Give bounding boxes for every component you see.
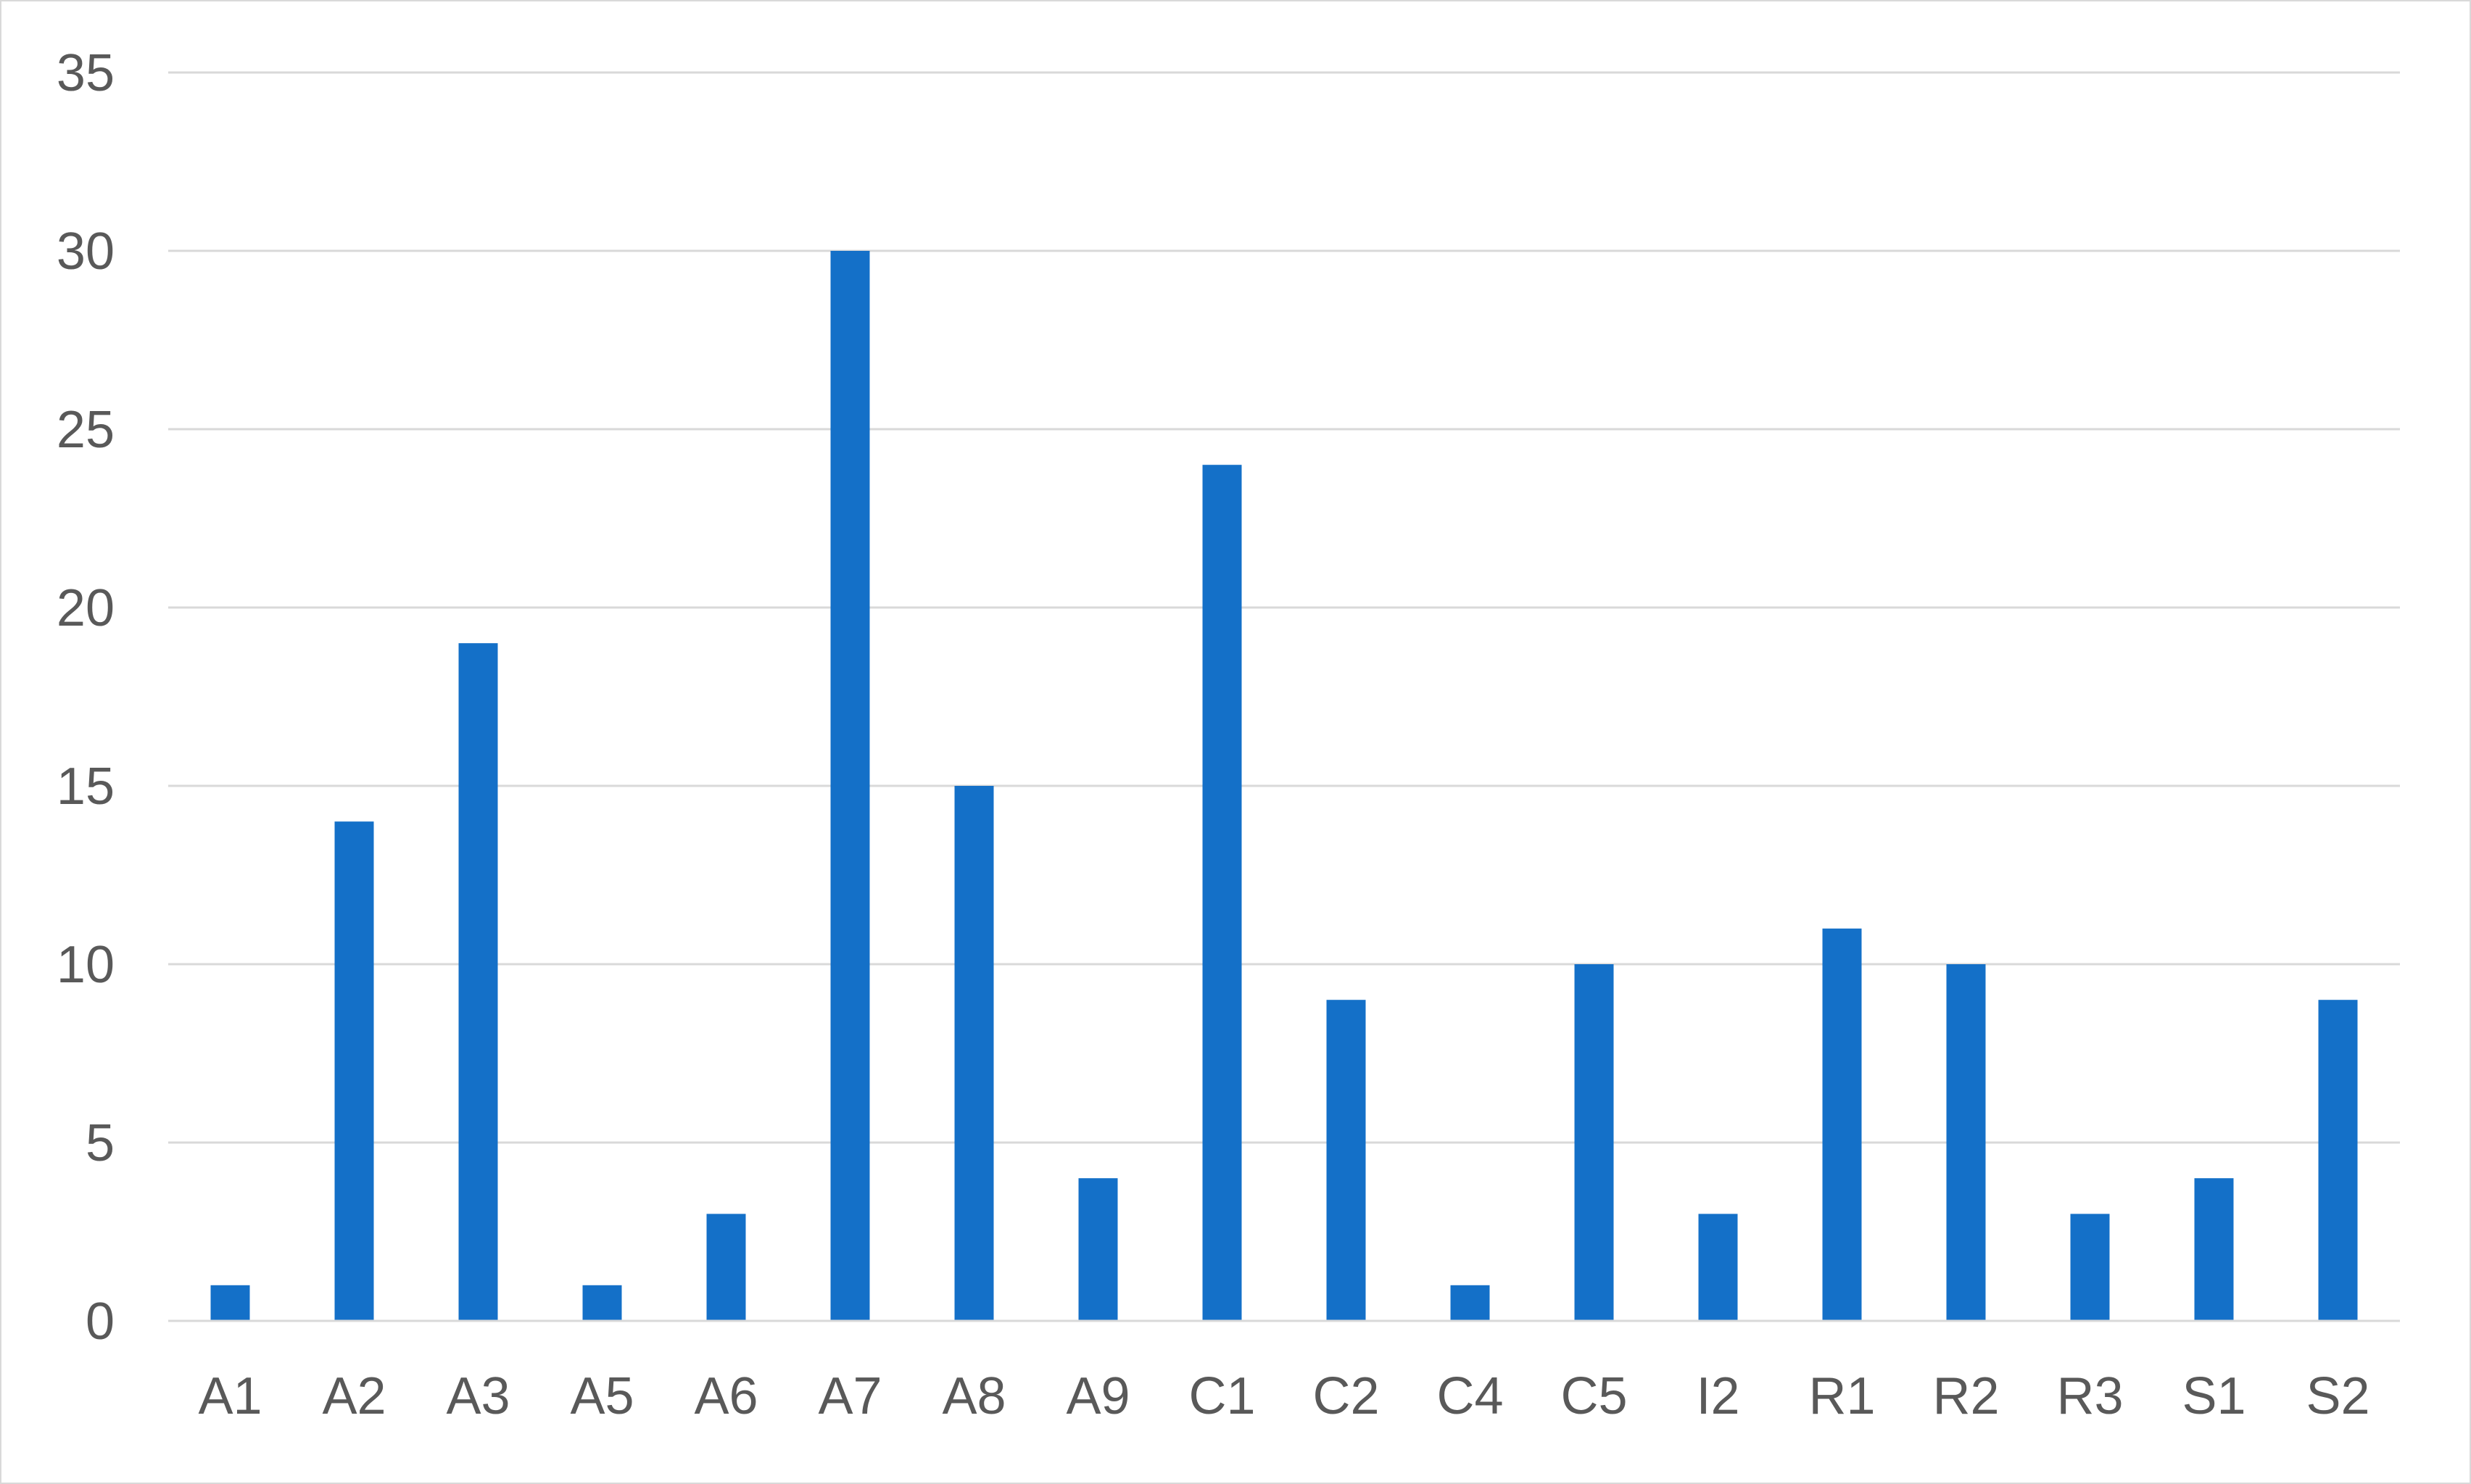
y-axis-tick-labels: 0 5 10 15 20 25 30 35 — [57, 44, 115, 1351]
bar-R1 — [1822, 928, 1862, 1321]
bar-I2 — [1698, 1214, 1738, 1321]
bar-S2 — [2318, 1000, 2358, 1321]
bar-A9 — [1078, 1178, 1118, 1321]
x-axis-tick-labels: A1 A2 A3 A5 A6 A7 A8 A9 C1 C2 C4 C5 I2 R1 R2 R3 S1 S2 — [198, 1367, 2369, 1425]
y-tick-label-25: 25 — [57, 401, 115, 459]
x-tick-label-S2: S2 — [2306, 1367, 2369, 1425]
x-tick-label-C2: C2 — [1312, 1367, 1379, 1425]
y-tick-label-20: 20 — [57, 579, 115, 637]
bar-A8 — [954, 786, 994, 1321]
bar-R2 — [1946, 964, 1986, 1321]
x-tick-label-A7: A7 — [818, 1367, 882, 1425]
bar-A7 — [830, 251, 870, 1321]
x-tick-label-A8: A8 — [942, 1367, 1006, 1425]
x-tick-label-I2: I2 — [1696, 1367, 1739, 1425]
bars — [210, 251, 2358, 1322]
x-tick-label-S1: S1 — [2182, 1367, 2246, 1425]
x-tick-label-R1: R1 — [1808, 1367, 1875, 1425]
y-tick-label-35: 35 — [57, 44, 115, 102]
x-tick-label-A5: A5 — [570, 1367, 634, 1425]
bar-R3 — [2070, 1214, 2110, 1321]
x-tick-label-A1: A1 — [198, 1367, 262, 1425]
x-tick-label-A6: A6 — [694, 1367, 758, 1425]
bar-C4 — [1450, 1285, 1490, 1321]
x-tick-label-R2: R2 — [1932, 1367, 1999, 1425]
bar-A2 — [334, 821, 374, 1321]
x-tick-label-R3: R3 — [2056, 1367, 2123, 1425]
bar-A6 — [706, 1214, 746, 1321]
bar-A3 — [458, 643, 498, 1321]
y-tick-label-0: 0 — [86, 1293, 115, 1351]
bar-C1 — [1202, 465, 1242, 1322]
y-tick-label-15: 15 — [57, 758, 115, 816]
bar-A1 — [210, 1285, 250, 1321]
y-tick-label-10: 10 — [57, 936, 115, 994]
bar-C2 — [1326, 1000, 1366, 1321]
x-tick-label-C5: C5 — [1560, 1367, 1627, 1425]
x-tick-label-A3: A3 — [446, 1367, 510, 1425]
x-tick-label-C1: C1 — [1188, 1367, 1255, 1425]
x-tick-label-A9: A9 — [1066, 1367, 1130, 1425]
y-tick-label-5: 5 — [86, 1114, 115, 1172]
x-tick-label-C4: C4 — [1436, 1367, 1503, 1425]
x-tick-label-A2: A2 — [322, 1367, 386, 1425]
bar-C5 — [1574, 964, 1614, 1321]
bar-A5 — [582, 1285, 622, 1321]
y-tick-label-30: 30 — [57, 223, 115, 281]
bar-S1 — [2194, 1178, 2234, 1321]
gridlines — [168, 71, 2400, 1144]
